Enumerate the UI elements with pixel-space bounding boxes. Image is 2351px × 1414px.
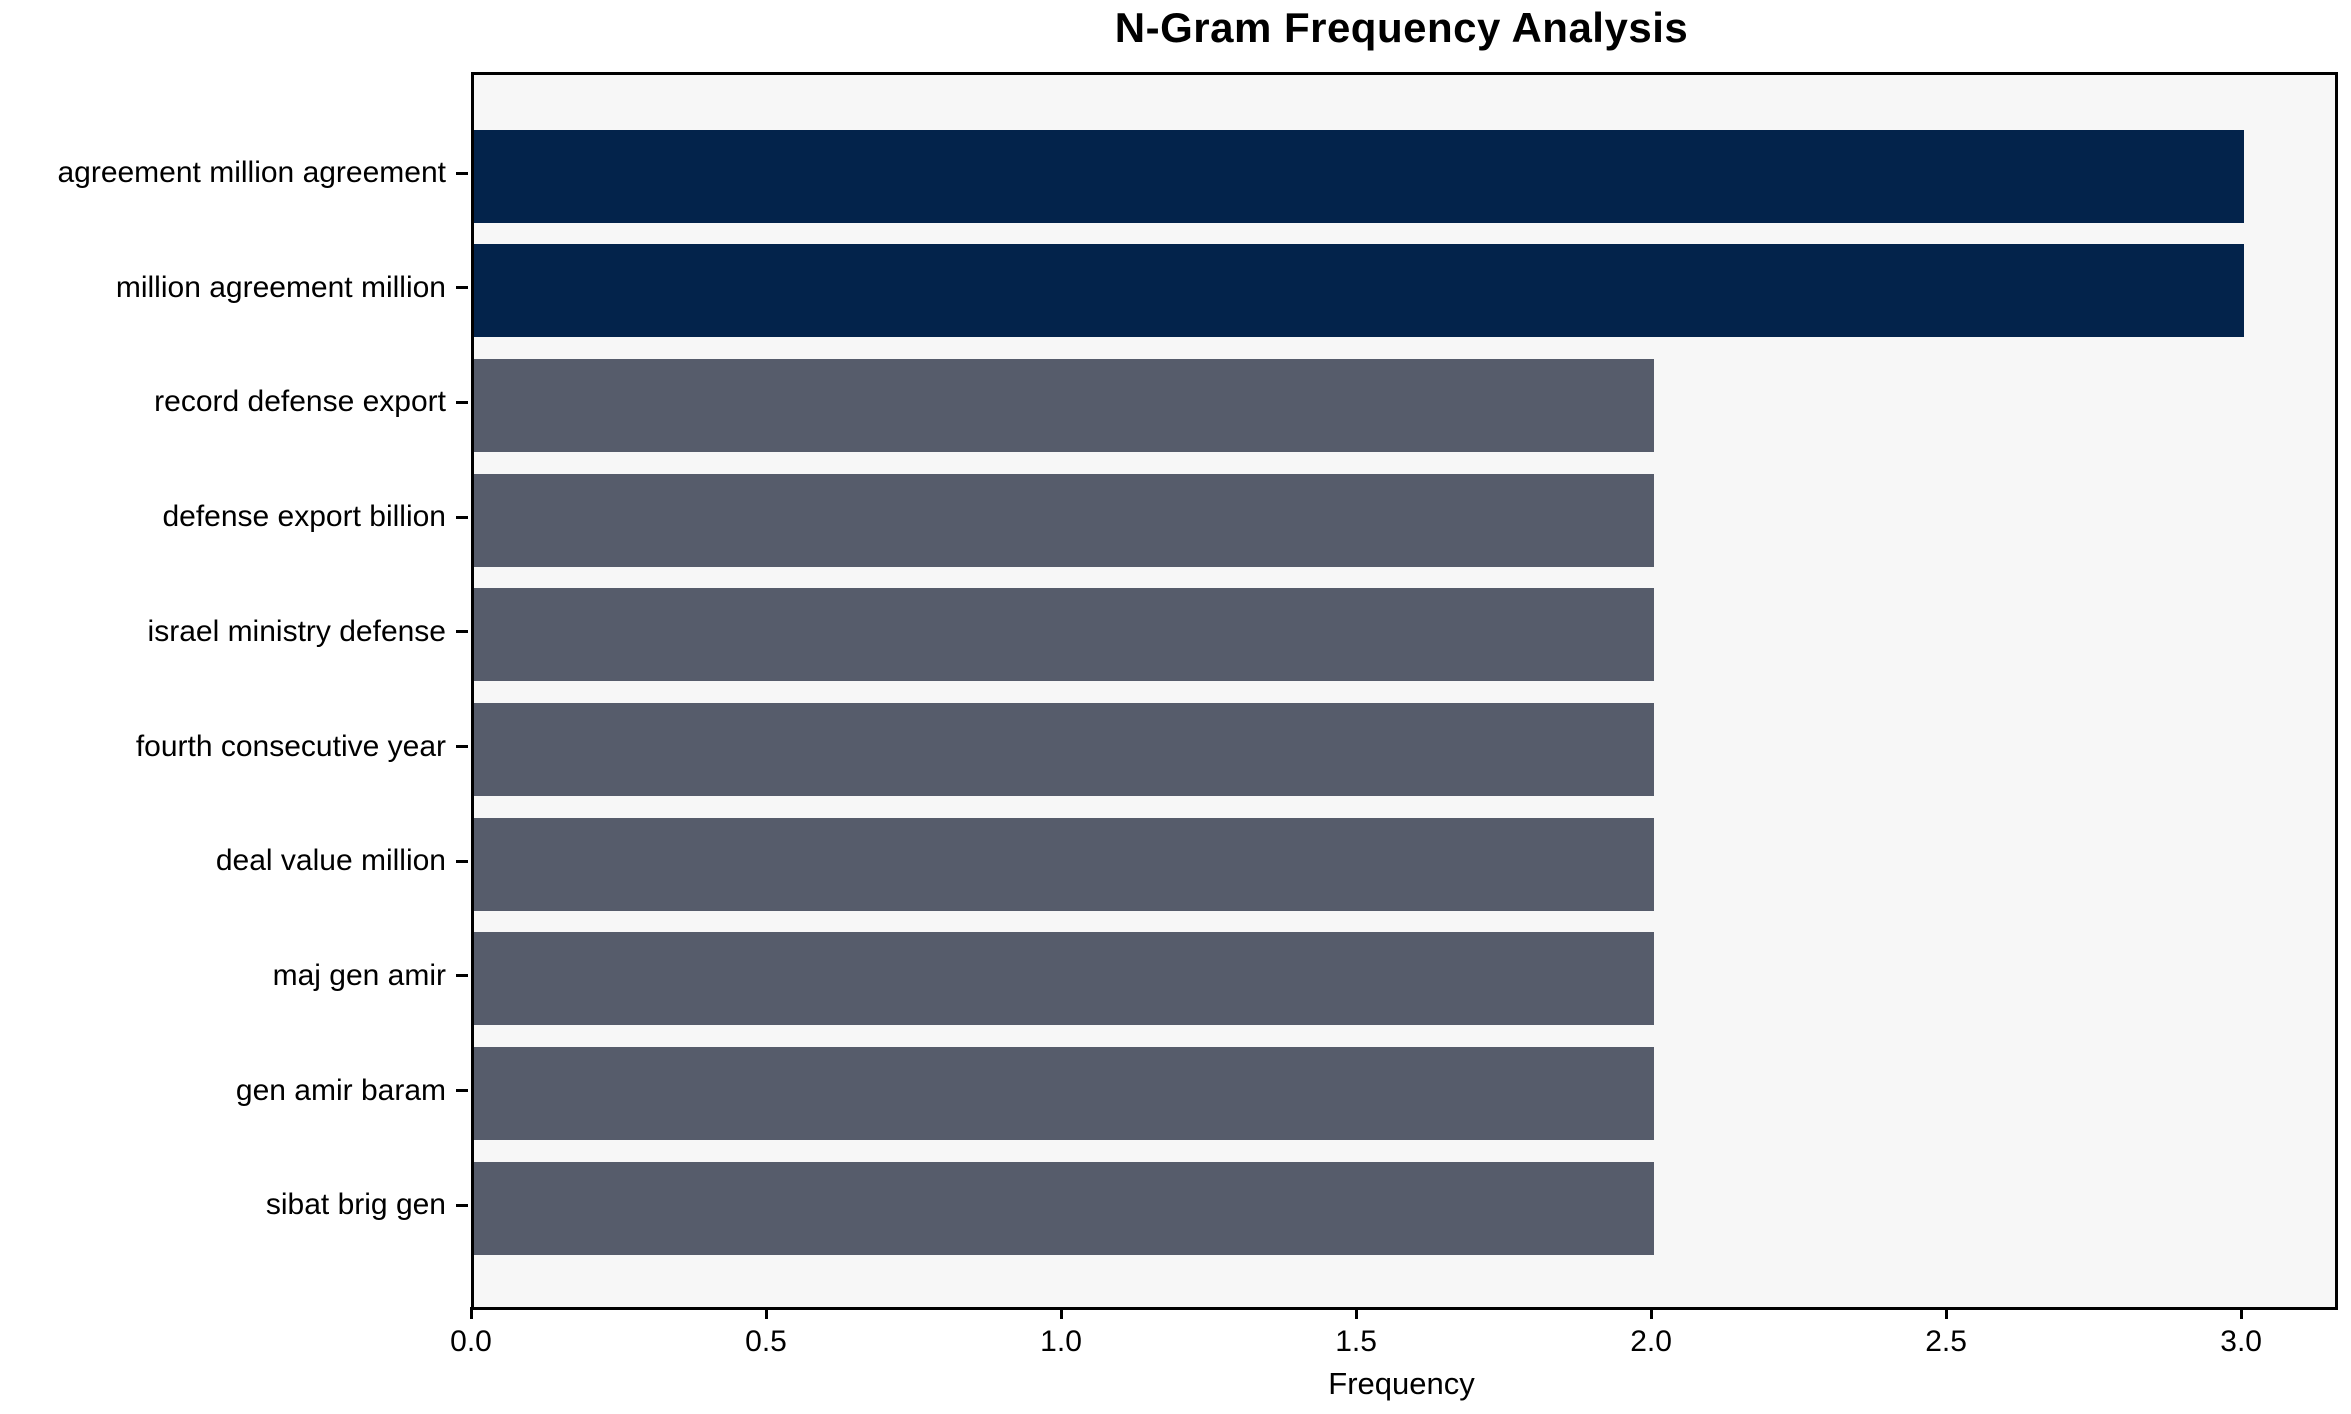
y-tick-label: agreement million agreement — [57, 156, 446, 189]
y-tick-label: deal value million — [215, 844, 446, 878]
y-tick-label: gen amir baram — [235, 1073, 446, 1107]
y-tick-mark — [456, 1203, 468, 1207]
x-tick-mark — [1059, 1307, 1063, 1319]
x-tick-label: 3.0 — [2220, 1325, 2262, 1358]
bar-sibat-brig-gen — [474, 1161, 1655, 1255]
y-tick-mark — [456, 859, 468, 863]
plot-area — [471, 72, 2338, 1310]
y-tick-label: israel ministry defense — [147, 614, 446, 648]
x-tick-mark — [1649, 1307, 1653, 1319]
y-tick-mark — [456, 1089, 468, 1093]
y-tick-label: million agreement million — [115, 270, 446, 304]
y-tick-mark — [456, 630, 468, 634]
y-tick-mark — [456, 400, 468, 404]
x-tick-label: 1.0 — [1040, 1325, 1082, 1358]
y-axis: agreement million agreement million agree… — [0, 72, 468, 1304]
x-tick-label: 2.5 — [1925, 1325, 1967, 1358]
x-axis: 0.0 0.5 1.0 1.5 2.0 2.5 3.0 — [450, 1307, 2332, 1367]
x-tick-label: 0.5 — [745, 1325, 787, 1358]
x-tick-label: 0.0 — [450, 1325, 492, 1358]
y-tick-mark — [456, 974, 468, 978]
y-tick-mark — [456, 515, 468, 519]
y-tick-label: record defense export — [154, 385, 446, 419]
x-tick-mark — [469, 1307, 473, 1319]
x-tick-mark — [1354, 1307, 1358, 1319]
bar-gen-amir-baram — [474, 1047, 1655, 1141]
y-tick-label: fourth consecutive year — [135, 729, 446, 763]
bar-fourth-consecutive-year — [474, 703, 1655, 796]
bar-record-defense-export — [474, 358, 1655, 452]
x-tick-label: 2.0 — [1630, 1325, 1672, 1358]
y-tick-label: sibat brig gen — [265, 1188, 446, 1222]
bar-defense-export-billion — [474, 473, 1655, 567]
x-tick-mark — [764, 1307, 768, 1319]
x-tick-label: 1.5 — [1335, 1325, 1377, 1358]
y-tick-mark — [456, 171, 468, 175]
x-axis-label: Frequency — [1328, 1366, 1475, 1401]
x-tick-mark — [2239, 1307, 2243, 1319]
bar-agreement-million-agreement — [474, 129, 2245, 223]
bar-maj-gen-amir — [474, 932, 1655, 1026]
y-tick-mark — [456, 286, 468, 290]
x-tick-mark — [1944, 1307, 1948, 1319]
bar-israel-ministry-defense — [474, 588, 1655, 682]
y-tick-mark — [456, 745, 468, 748]
bar-million-agreement-million — [474, 244, 2245, 338]
y-tick-label: defense export billion — [162, 500, 446, 534]
y-tick-label: maj gen amir — [272, 958, 446, 992]
bar-deal-value-million — [474, 817, 1655, 911]
chart-title: N-Gram Frequency Analysis — [1114, 4, 1689, 51]
